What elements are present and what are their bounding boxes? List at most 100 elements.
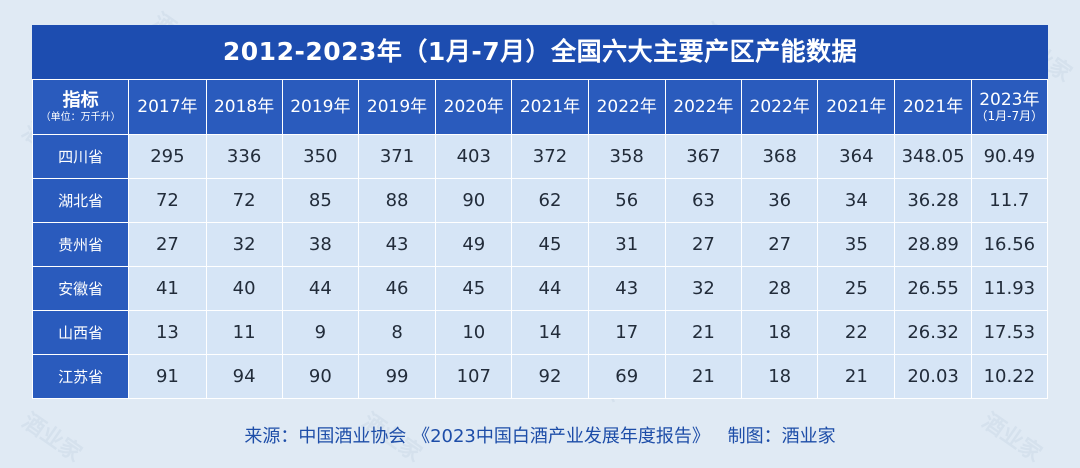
value-cell: 371: [357, 134, 437, 179]
value-cell: 350: [281, 134, 359, 179]
province-cell: 湖北省: [31, 178, 130, 223]
value-cell: 18: [741, 310, 819, 355]
value-cell: 348.05: [894, 134, 972, 179]
last-year-sub-label: （1月-7月）: [975, 109, 1044, 124]
value-cell: 367: [664, 134, 743, 179]
value-cell: 14: [511, 310, 589, 355]
table-row: 山西省 13 11 9 8 10 14 17 21 18 22 26.32 17.53: [31, 310, 1049, 355]
value-cell: 25: [817, 266, 896, 311]
value-cell: 11.93: [970, 266, 1049, 311]
table-row: 四川省 295 336 350 371 403 372 358 367 368 364 348.05 9…: [31, 134, 1049, 179]
province-cell: 安徽省: [31, 266, 130, 311]
value-cell: 72: [128, 178, 207, 223]
value-cell: 11: [205, 310, 283, 355]
value-cell: 21: [664, 310, 743, 355]
maker-label: 制图：酒业家: [727, 426, 836, 447]
value-cell: 21: [664, 354, 743, 399]
province-cell: 贵州省: [31, 222, 130, 267]
value-cell: 26.55: [894, 266, 972, 311]
value-cell: 90: [281, 354, 359, 399]
table-body: 四川省 295 336 350 371 403 372 358 367 368 364 348.05 9…: [31, 134, 1049, 399]
year-header-last: 2023年 （1月-7月）: [970, 79, 1049, 135]
value-cell: 32: [205, 222, 283, 267]
year-header: 2021年: [511, 79, 589, 135]
value-cell: 27: [128, 222, 207, 267]
header-row: 指标 （单位：万千升） 2017年 2018年 2019年 2019年 2020年 202…: [31, 79, 1049, 135]
value-cell: 372: [511, 134, 589, 179]
value-cell: 41: [128, 266, 207, 311]
year-header: 2020年: [435, 79, 513, 135]
table-row: 湖北省 72 72 85 88 90 62 56 63 36 34 36.28 11.7: [31, 178, 1049, 223]
page-title: 2012-2023年（1月-7月）全国六大主要产区产能数据: [32, 25, 1048, 79]
value-cell: 43: [587, 266, 666, 311]
last-year-label: 2023年: [979, 89, 1040, 110]
index-label: 指标: [62, 89, 99, 111]
index-header: 指标 （单位：万千升）: [31, 79, 130, 135]
value-cell: 403: [435, 134, 513, 179]
value-cell: 35: [817, 222, 896, 267]
value-cell: 32: [664, 266, 743, 311]
year-header: 2022年: [587, 79, 666, 135]
province-cell: 山西省: [31, 310, 130, 355]
value-cell: 44: [511, 266, 589, 311]
unit-label: （单位：万千升）: [40, 112, 121, 124]
value-cell: 17: [587, 310, 666, 355]
table-row: 贵州省 27 32 38 43 49 45 31 27 27 35 28.89 16.56: [31, 222, 1049, 267]
value-cell: 90.49: [970, 134, 1049, 179]
value-cell: 90: [435, 178, 513, 223]
value-cell: 18: [741, 354, 819, 399]
table-container: 2012-2023年（1月-7月）全国六大主要产区产能数据 指标 （单位：万千升…: [31, 25, 1049, 399]
value-cell: 92: [511, 354, 589, 399]
year-header: 2021年: [817, 79, 896, 135]
value-cell: 22: [817, 310, 896, 355]
value-cell: 336: [205, 134, 283, 179]
value-cell: 11.7: [970, 178, 1049, 223]
value-cell: 63: [664, 178, 743, 223]
value-cell: 88: [357, 178, 437, 223]
value-cell: 8: [357, 310, 437, 355]
value-cell: 20.03: [894, 354, 972, 399]
value-cell: 45: [435, 266, 513, 311]
value-cell: 72: [205, 178, 283, 223]
value-cell: 36.28: [894, 178, 972, 223]
value-cell: 16.56: [970, 222, 1049, 267]
value-cell: 368: [741, 134, 819, 179]
year-header: 2019年: [357, 79, 437, 135]
value-cell: 38: [281, 222, 359, 267]
value-cell: 10.22: [970, 354, 1049, 399]
value-cell: 44: [281, 266, 359, 311]
value-cell: 31: [587, 222, 666, 267]
year-header: 2022年: [664, 79, 743, 135]
table-row: 江苏省 91 94 90 99 107 92 69 21 18 21 20.03 10.22: [31, 354, 1049, 399]
value-cell: 13: [128, 310, 207, 355]
value-cell: 46: [357, 266, 437, 311]
value-cell: 17.53: [970, 310, 1049, 355]
value-cell: 85: [281, 178, 359, 223]
value-cell: 295: [128, 134, 207, 179]
value-cell: 28.89: [894, 222, 972, 267]
value-cell: 27: [741, 222, 819, 267]
value-cell: 45: [511, 222, 589, 267]
value-cell: 28: [741, 266, 819, 311]
year-header: 2018年: [205, 79, 283, 135]
source-line: 来源：中国酒业协会 《2023中国白酒产业发展年度报告》 制图：酒业家: [0, 422, 1080, 448]
year-header: 2017年: [128, 79, 207, 135]
value-cell: 34: [817, 178, 896, 223]
value-cell: 56: [587, 178, 666, 223]
value-cell: 27: [664, 222, 743, 267]
province-cell: 四川省: [31, 134, 130, 179]
year-header: 2022年: [741, 79, 819, 135]
value-cell: 364: [817, 134, 896, 179]
value-cell: 49: [435, 222, 513, 267]
value-cell: 21: [817, 354, 896, 399]
year-header: 2019年: [281, 79, 359, 135]
value-cell: 91: [128, 354, 207, 399]
value-cell: 43: [357, 222, 437, 267]
value-cell: 94: [205, 354, 283, 399]
capacity-table: 指标 （单位：万千升） 2017年 2018年 2019年 2019年 2020年 202…: [31, 79, 1049, 399]
value-cell: 69: [587, 354, 666, 399]
value-cell: 358: [587, 134, 666, 179]
source-label: 来源：中国酒业协会 《2023中国白酒产业发展年度报告》: [244, 426, 710, 447]
value-cell: 107: [435, 354, 513, 399]
value-cell: 26.32: [894, 310, 972, 355]
